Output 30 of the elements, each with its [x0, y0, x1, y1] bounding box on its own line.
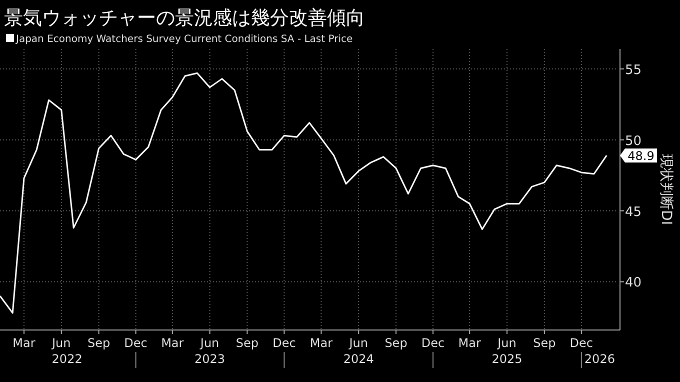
y-tick-label: 55: [625, 62, 642, 78]
y-tick-label: 45: [625, 204, 642, 220]
x-tick-label: Jun: [348, 336, 368, 350]
y-tick-label: 50: [625, 134, 642, 149]
x-tick-label: Dec: [124, 336, 148, 350]
x2-tick-label: 2026: [584, 352, 615, 366]
x-tick-label: Dec: [570, 336, 594, 350]
x2-tick-label: 2023: [194, 352, 226, 366]
x-tick-label: Jun: [51, 336, 71, 350]
x-tick-label: Sep: [533, 336, 556, 350]
x-tick-label: Dec: [421, 336, 445, 350]
data-label: 48.9: [628, 148, 654, 163]
x2-tick-label: 2025: [492, 352, 522, 366]
x-tick-label: Mar: [310, 336, 333, 350]
x2-tick-label: 2024: [343, 352, 374, 366]
x-tick-label: Mar: [12, 336, 36, 350]
line-series: [0, 72, 608, 314]
x-tick-label: Dec: [272, 336, 296, 350]
chart-title: 景気ウォッチャーの景況感は幾分改善傾向: [4, 7, 365, 29]
y-axis-title: 現状判断DI: [658, 154, 674, 225]
x-tick-label: Jun: [496, 336, 516, 350]
legend-label: Japan Economy Watchers Survey Current Conditions SA - Last Price: [15, 34, 353, 45]
x-tick-label: Mar: [458, 336, 481, 350]
x2-tick-label: 2022: [52, 352, 82, 366]
x-tick-label: Sep: [236, 336, 259, 350]
x-tick-label: Mar: [161, 336, 184, 350]
y-tick-label: 40: [625, 276, 642, 291]
x-tick-label: Jun: [199, 336, 220, 350]
x-tick-label: Sep: [384, 336, 408, 350]
x-tick-label: Sep: [87, 336, 110, 350]
